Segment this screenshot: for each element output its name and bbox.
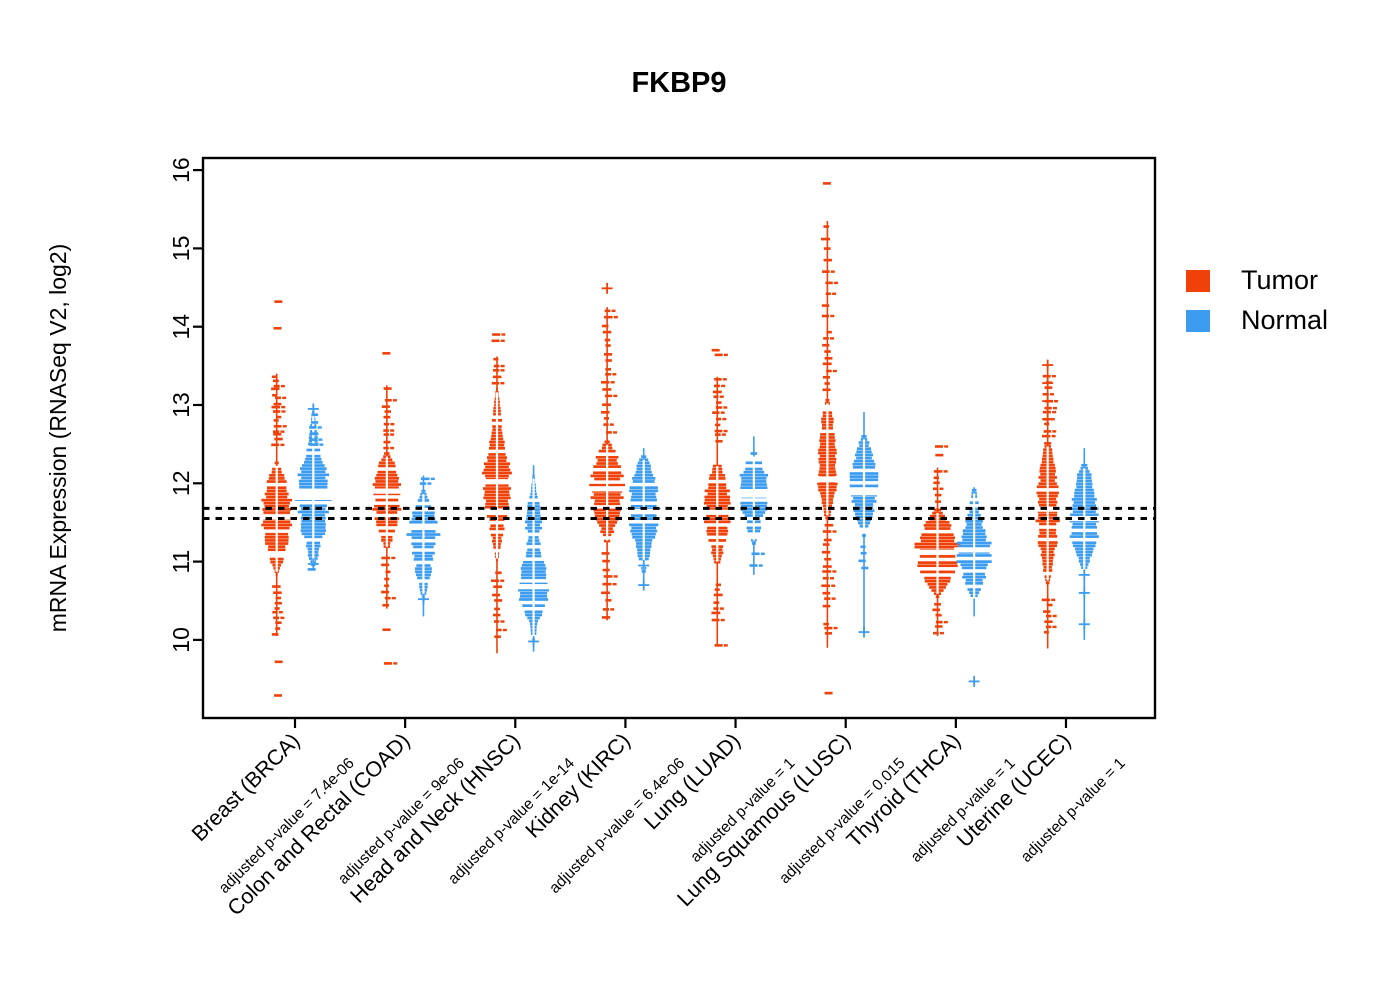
y-tick-label: 13	[168, 392, 194, 418]
legend-swatch-tumor	[1186, 270, 1210, 292]
plot-border	[201, 156, 1157, 720]
chart-title: FKBP9	[631, 67, 726, 99]
legend: Tumor Normal	[1186, 265, 1328, 335]
violin-kidney-kirc--tumor	[588, 282, 627, 621]
violin-lung-luad--normal	[735, 436, 772, 575]
violin-breast-brca--tumor	[258, 300, 295, 697]
plot-area	[203, 182, 1155, 697]
violin-head-and-neck-hnsc--normal	[514, 465, 553, 652]
violin-lung-luad--tumor	[701, 348, 734, 647]
y-tick-label: 15	[168, 236, 194, 262]
y-axis: 10 11 12 13 14 15 16	[168, 157, 203, 653]
legend-swatch-normal	[1186, 310, 1210, 332]
violin-thyroid-thca--tumor	[913, 445, 962, 636]
violin-head-and-neck-hnsc--tumor	[480, 333, 513, 654]
violin-thyroid-thca--normal	[954, 487, 995, 687]
y-axis-title: mRNA Expression (RNASeq V2, log2)	[45, 244, 71, 633]
violin-lung-squamous-lusc--tumor	[815, 182, 840, 695]
legend-label-normal: Normal	[1241, 305, 1328, 335]
y-tick-label: 10	[168, 627, 194, 653]
y-tick-label: 11	[168, 550, 194, 574]
violin-lung-squamous-lusc--normal	[847, 412, 881, 638]
violin-uterine-ucec--normal	[1067, 448, 1102, 640]
legend-label-tumor: Tumor	[1241, 265, 1318, 295]
violin-colon-and-rectal-coad--tumor	[369, 352, 404, 665]
y-tick-label: 12	[168, 471, 194, 497]
violin-uterine-ucec--tumor	[1033, 359, 1062, 649]
violin-breast-brca--normal	[294, 403, 333, 571]
violin-colon-and-rectal-coad--normal	[405, 475, 442, 617]
y-tick-label: 16	[168, 157, 194, 183]
y-tick-label: 14	[168, 314, 194, 340]
